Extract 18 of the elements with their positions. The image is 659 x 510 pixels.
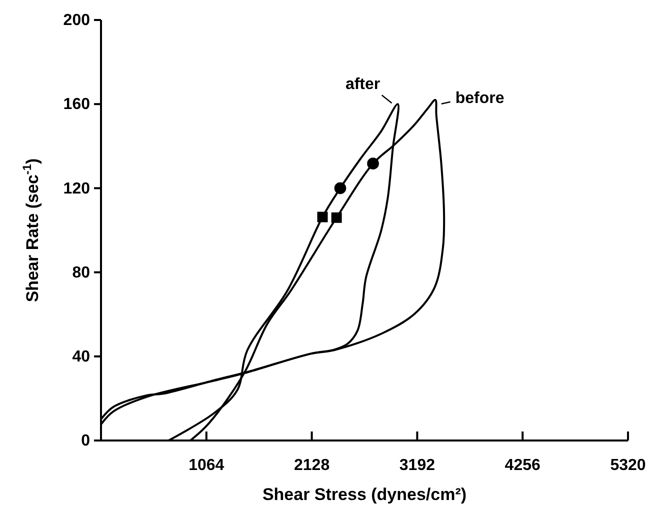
y-tick-label: 40 bbox=[72, 348, 90, 366]
x-axis-title: Shear Stress (dynes/cm²) bbox=[262, 485, 467, 504]
point bbox=[367, 158, 379, 170]
x-tick-label: 2128 bbox=[294, 456, 330, 474]
y-tick-label: 80 bbox=[72, 264, 90, 282]
x-tick-label: 1064 bbox=[188, 456, 224, 474]
point bbox=[331, 212, 342, 223]
y-tick-label: 120 bbox=[63, 180, 90, 198]
x-tick-label: 5320 bbox=[610, 456, 646, 474]
y-tick-label: 0 bbox=[81, 432, 90, 450]
x-tick-label: 3192 bbox=[399, 456, 436, 474]
x-tick-label: 4256 bbox=[504, 456, 540, 474]
point bbox=[334, 182, 346, 194]
y-tick-label: 200 bbox=[63, 12, 90, 30]
annotation: after bbox=[345, 76, 380, 94]
point bbox=[317, 212, 328, 222]
annotation: before bbox=[455, 90, 504, 107]
y-tick-label: 160 bbox=[63, 96, 90, 114]
